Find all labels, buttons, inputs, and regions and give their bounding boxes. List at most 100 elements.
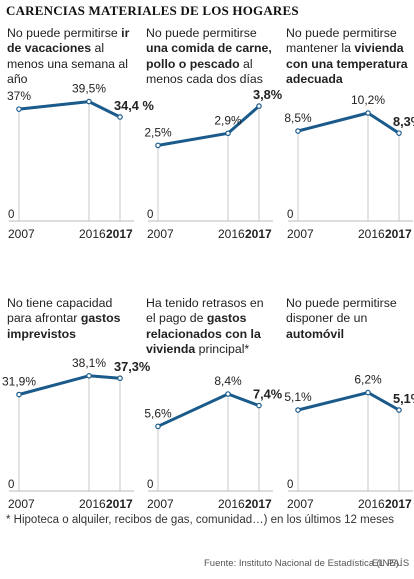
x-tick-label: 2007 <box>8 497 35 511</box>
x-tick-label: 2017 <box>106 227 133 241</box>
data-label: 3,8% <box>253 87 283 102</box>
x-tick-label: 2017 <box>245 497 272 511</box>
data-label: 5,1% <box>284 390 312 404</box>
data-point <box>86 98 92 105</box>
panel-title-part: gastos relacionados con la vivienda <box>146 311 261 357</box>
panel-title-part: una comida de carne, pollo o pescado <box>146 41 272 71</box>
series-line <box>296 111 401 135</box>
chart-panel: No puede permitirse mantener la vivienda… <box>284 26 414 281</box>
line-chart: 2,5% 2,9% 3,8% 0 2007 2016 2017 <box>144 87 282 241</box>
data-point <box>365 389 371 396</box>
series-line <box>17 100 122 119</box>
data-point <box>256 103 262 109</box>
panel-title-part: No tiene capacidad para afrontar <box>7 296 113 326</box>
x-tick-label: 2007 <box>287 497 314 511</box>
panel-title: No puede permitirse disponer de un autom… <box>286 296 414 342</box>
line-chart: 37% 39,5% 34,4 % 0 2007 2016 2017 <box>7 82 154 241</box>
panel-title: No tiene capacidad para afrontar gastos … <box>7 296 137 342</box>
panel-title: No puede permitirse una comida de carne,… <box>146 26 276 88</box>
data-label: 7,4% <box>253 387 283 402</box>
source-note: Fuente: Instituto Nacional de Estadístic… <box>204 558 402 569</box>
x-tick-label: 2016 <box>79 497 106 511</box>
panel-title-part: principal* <box>195 342 250 357</box>
data-label: 5,6% <box>144 406 172 420</box>
data-label: 31,9% <box>2 375 36 389</box>
data-label: 10,2% <box>351 93 385 107</box>
x-tick-label: 2017 <box>245 227 272 241</box>
chart-panel: Ha tenido retrasos en el pago de gastos … <box>144 296 282 551</box>
x-tick-label: 2007 <box>147 497 174 511</box>
x-tick-label: 2017 <box>385 227 412 241</box>
line-chart: 31,9% 38,1% 37,3% 0 2007 2016 2017 <box>2 356 151 511</box>
x-tick-label: 2016 <box>358 497 385 511</box>
data-point <box>16 391 22 398</box>
data-point <box>396 130 402 136</box>
data-point <box>295 407 301 413</box>
data-point <box>295 128 301 134</box>
panel-title-part: ir de vacaciones <box>7 26 130 56</box>
data-label: 5,1% <box>393 391 414 406</box>
y-zero-label: 0 <box>287 479 293 491</box>
x-tick-label: 2016 <box>79 227 106 241</box>
chart-panel: No puede permitirse disponer de un autom… <box>284 296 414 551</box>
data-label: 8,4% <box>214 374 242 388</box>
x-tick-label: 2016 <box>218 227 245 241</box>
series-line <box>156 392 261 428</box>
y-zero-label: 0 <box>287 209 293 221</box>
x-tick-label: 2017 <box>106 497 133 511</box>
data-label: 8,3% <box>393 114 414 129</box>
data-label: 34,4 % <box>114 98 154 113</box>
y-zero-label: 0 <box>8 479 14 491</box>
x-tick-label: 2016 <box>358 227 385 241</box>
panel-title-part: Ha tenido retrasos en el pago de <box>146 296 264 326</box>
panel-title-part: No puede permitirse mantener la <box>286 26 397 56</box>
line-chart: 5,6% 8,4% 7,4% 0 2007 2016 2017 <box>144 374 282 511</box>
panel-title-part: vivienda con una temperatura adecuada <box>286 41 408 87</box>
panel-title: No puede permitirse mantener la vivienda… <box>286 26 414 88</box>
y-zero-label: 0 <box>147 209 153 221</box>
x-tick-label: 2017 <box>385 497 412 511</box>
footnote: * Hipoteca o alquiler, recibos de gas, c… <box>6 514 395 526</box>
data-label: 37,3% <box>114 359 151 374</box>
data-label: 8,5% <box>284 111 312 125</box>
data-point <box>225 130 231 137</box>
data-point <box>117 375 123 382</box>
chart-panel: No puede permitirse una comida de carne,… <box>144 26 282 281</box>
brand-logo: EL PAÍS <box>372 558 410 569</box>
x-tick-label: 2007 <box>147 227 174 241</box>
series-line <box>156 104 261 147</box>
panel-title-part: gastos imprevistos <box>7 311 121 341</box>
panel-title-part: No puede permitirse <box>7 26 122 40</box>
data-point <box>155 142 161 149</box>
data-point <box>155 423 161 430</box>
x-tick-label: 2007 <box>287 227 314 241</box>
y-zero-label: 0 <box>147 479 153 491</box>
chart-panel: No puede permitirse ir de vacaciones al … <box>6 26 154 281</box>
panel-title-part: al menos una semana al año <box>7 41 128 87</box>
chart-title: CARENCIAS MATERIALES DE LOS HOGARES <box>6 3 299 18</box>
x-tick-label: 2016 <box>218 497 245 511</box>
data-point <box>365 110 371 116</box>
x-tick-label: 2007 <box>8 227 35 241</box>
data-point <box>396 407 402 413</box>
panel-title-part: al menos cada dos días <box>146 56 263 87</box>
panel-title: Ha tenido retrasos en el pago de gastos … <box>146 296 276 358</box>
data-label: 6,2% <box>354 373 382 387</box>
panel-title: No puede permitirse ir de vacaciones al … <box>7 26 137 88</box>
data-point <box>256 402 262 409</box>
data-label: 2,5% <box>144 125 172 139</box>
data-point <box>86 372 92 379</box>
chart-panel: No tiene capacidad para afrontar gastos … <box>2 296 151 551</box>
data-label: 2,9% <box>214 113 242 127</box>
data-point <box>117 114 123 120</box>
series-line <box>296 391 401 412</box>
panel-title-part: No puede permitirse <box>146 26 257 40</box>
data-point <box>225 391 231 397</box>
data-label: 39,5% <box>72 82 106 96</box>
y-zero-label: 0 <box>8 209 14 221</box>
panel-title-part: automóvil <box>286 326 345 341</box>
data-point <box>16 106 22 112</box>
